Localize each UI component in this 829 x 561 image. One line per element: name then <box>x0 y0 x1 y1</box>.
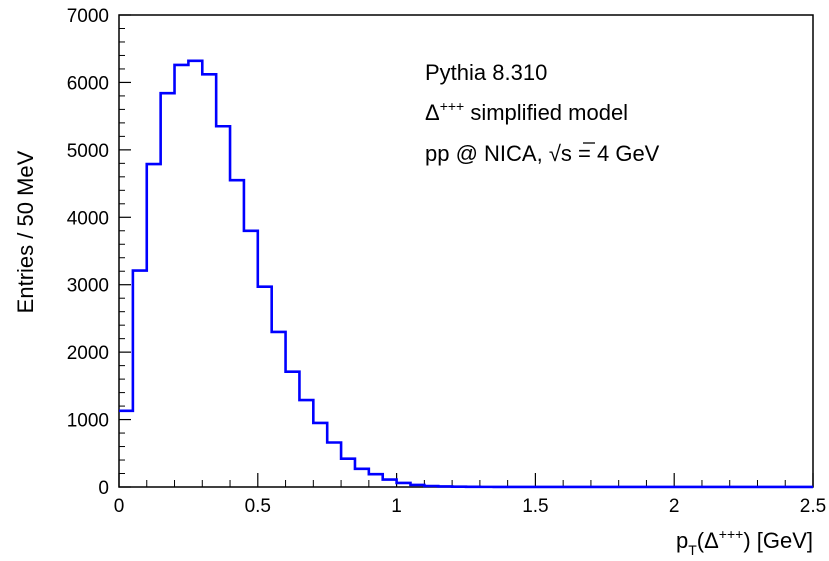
x-tick-label: 0 <box>114 496 125 517</box>
y-tick-label: 1000 <box>67 411 109 432</box>
histogram-line <box>119 59 813 489</box>
annotation-collision: pp @ NICA, √s = 4 GeV <box>425 141 660 166</box>
y-tick-label: 0 <box>98 478 109 499</box>
x-tick-label: 1.5 <box>522 496 548 517</box>
y-tick-label: 3000 <box>67 276 109 297</box>
x-axis-title: pT(Δ+++) [GeV] <box>676 526 813 558</box>
x-axis-ticks: 0 0.5 1 1.5 2 2.5 <box>114 473 826 517</box>
annotation-generator: Pythia 8.310 <box>425 60 547 85</box>
y-tick-label: 6000 <box>67 73 109 94</box>
y-axis-title: Entries / 50 MeV <box>13 150 38 313</box>
x-tick-label: 0.5 <box>245 496 271 517</box>
annotation-model: Δ+++ simplified model <box>425 98 628 125</box>
y-tick-label: 4000 <box>67 208 109 229</box>
plot-frame <box>118 14 814 488</box>
y-axis-ticks: 0 1000 2000 3000 4000 5000 6000 7000 <box>67 6 131 499</box>
x-tick-label: 2 <box>669 496 680 517</box>
y-tick-label: 5000 <box>67 141 109 162</box>
x-tick-label: 1 <box>391 496 402 517</box>
y-tick-label: 7000 <box>67 6 109 27</box>
x-tick-label: 2.5 <box>800 496 826 517</box>
y-tick-label: 2000 <box>67 343 109 364</box>
